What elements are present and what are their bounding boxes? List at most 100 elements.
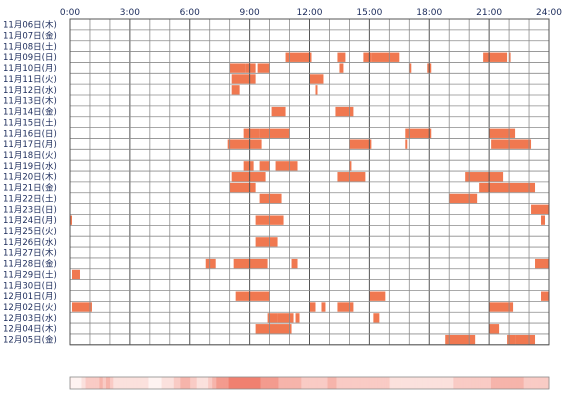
row-label: 11月09日(日)	[3, 53, 57, 63]
density-cell	[125, 377, 127, 389]
density-cell	[344, 377, 346, 389]
density-cell	[249, 377, 252, 389]
density-cell	[380, 377, 382, 389]
density-cell	[410, 377, 412, 389]
row-label: 11月07日(金)	[3, 31, 57, 42]
density-cell	[484, 377, 486, 389]
density-cell	[213, 377, 216, 389]
density-cell	[525, 377, 527, 389]
density-cell	[282, 377, 284, 389]
density-cell	[284, 377, 286, 389]
density-cell	[442, 377, 444, 389]
density-cell	[495, 377, 498, 389]
density-cell	[546, 377, 548, 389]
density-cell	[376, 377, 378, 389]
density-cell	[528, 377, 530, 389]
density-cell	[274, 377, 276, 389]
density-cell	[383, 377, 386, 389]
density-cell	[235, 377, 238, 389]
density-cell	[89, 377, 91, 389]
density-cell	[362, 377, 364, 389]
density-cell	[137, 377, 139, 389]
activity-segment	[321, 302, 326, 312]
density-cell	[105, 377, 108, 389]
activity-segment	[275, 161, 298, 171]
density-cell	[472, 377, 475, 389]
density-cell	[70, 377, 72, 389]
density-cell	[429, 377, 431, 389]
density-cell	[486, 377, 488, 389]
density-cell	[452, 377, 454, 389]
density-cell	[114, 377, 116, 389]
density-cell	[455, 377, 458, 389]
density-cell	[502, 377, 504, 389]
density-cell	[419, 377, 421, 389]
density-cell	[190, 377, 193, 389]
activity-segment	[243, 128, 260, 138]
density-cell	[204, 377, 206, 389]
density-cell	[145, 377, 147, 389]
activity-segment	[235, 291, 270, 301]
density-cell	[333, 377, 335, 389]
density-cell	[165, 377, 167, 389]
density-cell	[146, 377, 149, 389]
density-cell	[159, 377, 162, 389]
density-cell	[185, 377, 187, 389]
density-cell	[254, 377, 256, 389]
density-cell	[92, 377, 94, 389]
density-cell	[314, 377, 316, 389]
density-cell	[199, 377, 201, 389]
density-cell	[266, 377, 269, 389]
density-cell	[508, 377, 511, 389]
density-cell	[531, 377, 533, 389]
density-cell	[512, 377, 514, 389]
density-cell	[458, 377, 460, 389]
density-cell	[365, 377, 368, 389]
activity-segment	[489, 302, 514, 312]
density-cell	[426, 377, 428, 389]
density-cell	[514, 377, 516, 389]
density-cell	[343, 377, 346, 389]
density-cell	[360, 377, 362, 389]
density-cell	[340, 377, 342, 389]
activity-segment	[267, 313, 278, 323]
density-cell	[246, 377, 248, 389]
density-cell	[157, 377, 159, 389]
density-cell	[216, 377, 218, 389]
density-cell	[93, 377, 95, 389]
density-cell	[112, 377, 114, 389]
row-label: 11月30日(日)	[3, 281, 57, 291]
density-cell	[306, 377, 308, 389]
density-cell	[298, 377, 300, 389]
density-cell	[230, 377, 232, 389]
density-cell	[322, 377, 324, 389]
activity-segment	[337, 52, 346, 62]
activity-segment	[285, 52, 312, 62]
density-cell	[292, 377, 294, 389]
density-cell	[263, 377, 265, 389]
density-cell	[215, 377, 217, 389]
density-cell	[238, 377, 240, 389]
density-cell	[325, 377, 327, 389]
density-cell	[289, 377, 291, 389]
density-cell	[297, 377, 299, 389]
density-cell	[330, 377, 332, 389]
density-cell	[423, 377, 426, 389]
density-cell	[364, 377, 366, 389]
x-axis-ticks: 0:00 3:00 6:00 9:00 12:00 15:00 18:00 21:00 24:0…	[60, 8, 562, 18]
density-cell	[522, 377, 525, 389]
density-cell	[105, 377, 107, 389]
density-cell	[231, 377, 233, 389]
density-cell	[409, 377, 411, 389]
density-cell	[101, 377, 103, 389]
density-cell	[516, 377, 518, 389]
density-cell	[293, 377, 295, 389]
activity-segment	[541, 215, 546, 225]
density-cell	[285, 377, 288, 389]
density-cell	[371, 377, 373, 389]
density-cell	[332, 377, 334, 389]
density-cell	[186, 377, 189, 389]
density-cell	[224, 377, 226, 389]
density-cell	[119, 377, 121, 389]
density-cell	[132, 377, 134, 389]
